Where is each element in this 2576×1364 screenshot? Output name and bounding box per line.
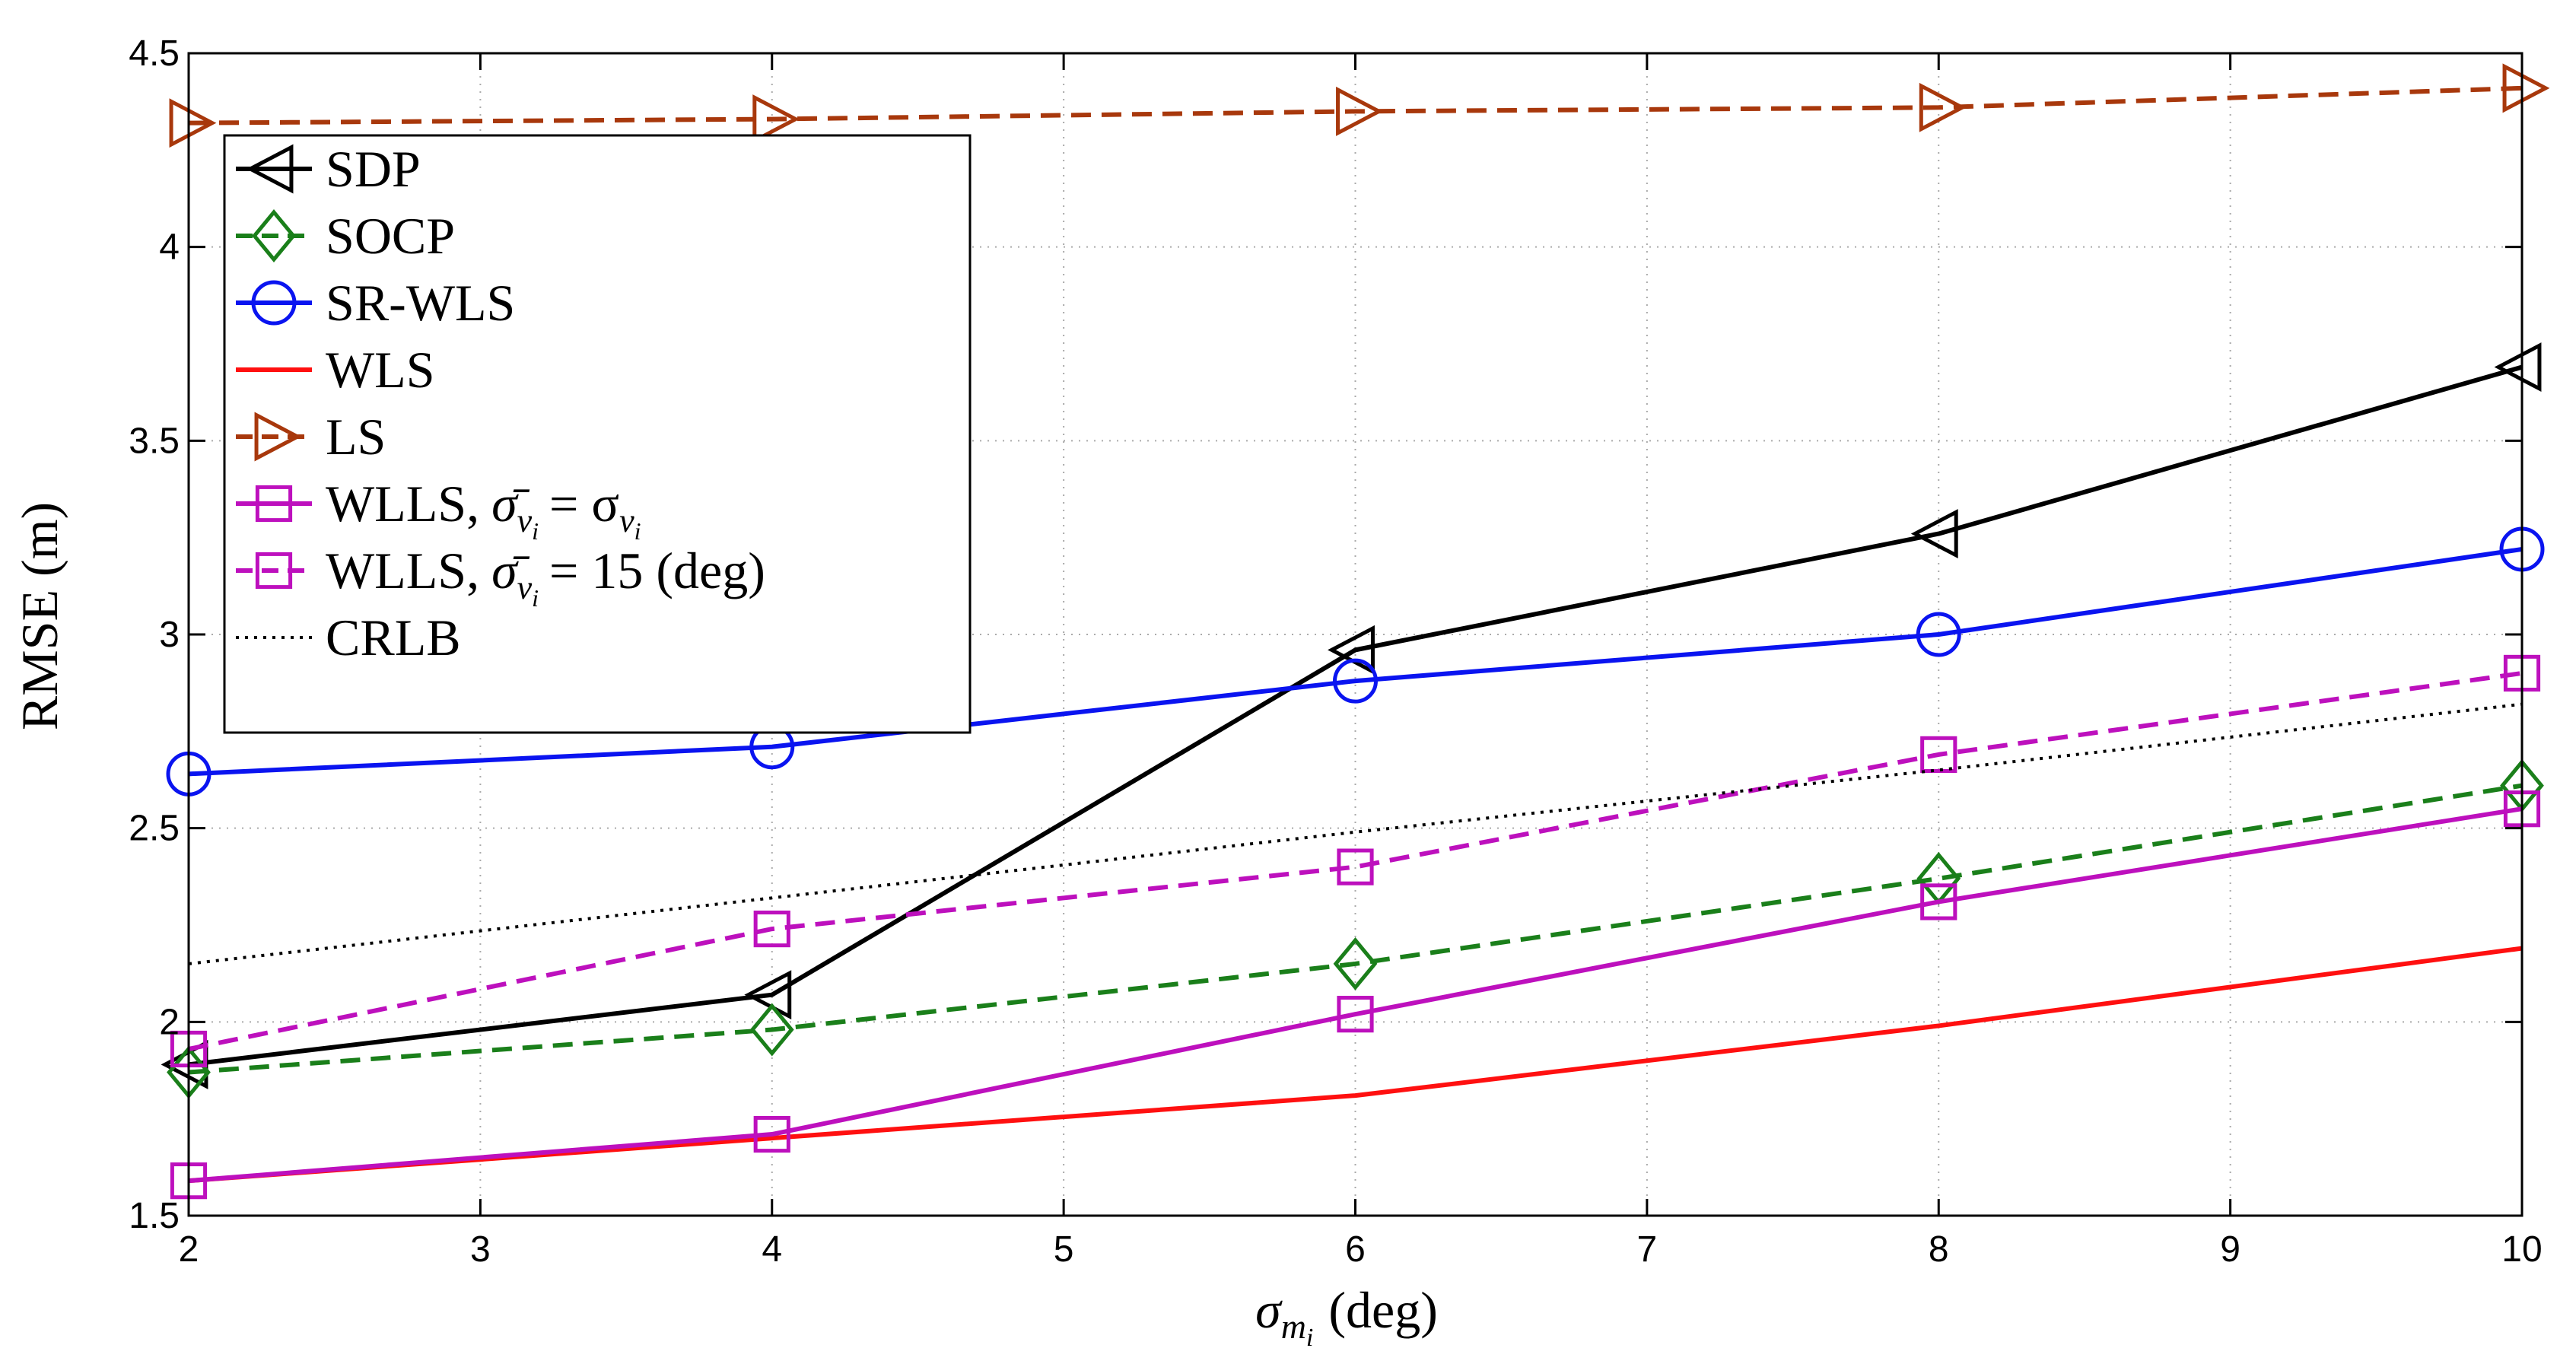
data-point-marker: [169, 98, 217, 148]
series-line: [188, 364, 2523, 1067]
x-axis-title: σmi (deg): [1255, 1281, 1438, 1352]
legend-item: LS: [236, 408, 386, 466]
x-axis-title-unit: (deg): [1328, 1281, 1437, 1339]
series-ls: [169, 63, 2550, 148]
y-axis-title: RMSE (m): [11, 502, 68, 730]
legend-label: LS: [326, 408, 386, 466]
legend-item: SR-WLS: [236, 274, 515, 332]
y-tick-label: 2: [159, 1002, 180, 1042]
y-tick-label: 3: [159, 615, 180, 655]
data-point-marker: [1920, 883, 1957, 920]
series-line: [188, 702, 2523, 965]
series-line: [188, 85, 2523, 126]
legend-box: [223, 134, 972, 734]
data-point-marker: [753, 1115, 790, 1153]
y-tick-label: 3.5: [129, 421, 180, 461]
data-point-marker: [2494, 342, 2542, 393]
series-wls: [188, 946, 2523, 1184]
x-tick-label: 10: [2501, 1229, 2542, 1270]
series-lines: [161, 63, 2550, 1200]
y-tick-label: 4.5: [129, 33, 180, 74]
x-tick-label: 2: [179, 1229, 199, 1270]
x-axis-title-subsubscript: i: [1306, 1324, 1313, 1352]
data-point-marker: [1910, 509, 1958, 559]
data-point-marker: [752, 94, 800, 145]
legend-label: WLS: [326, 341, 435, 399]
y-tick-label: 4: [159, 227, 180, 268]
x-tick-label: 7: [1637, 1229, 1658, 1270]
data-point-marker: [1916, 612, 1961, 657]
data-point-marker: [1920, 736, 1957, 773]
x-tick-label: 4: [762, 1229, 782, 1270]
data-point-marker: [1337, 848, 1374, 885]
legend-item: CRLB: [236, 609, 461, 666]
legend-label: SR-WLS: [326, 274, 515, 332]
data-point-marker: [1333, 658, 1378, 704]
series-crlb: [188, 702, 2523, 965]
legend-item: SOCP: [236, 207, 455, 265]
x-axis-title-symbol: σ: [1255, 1281, 1283, 1339]
legend-swatch-marker: [254, 412, 302, 462]
data-point-marker: [749, 1003, 794, 1057]
data-point-marker: [1333, 936, 1378, 990]
x-tick-label: 3: [470, 1229, 491, 1270]
legend-label: WLLS, σ̄vi = σvi: [326, 475, 641, 545]
axis-ticks: 2 3 4 5 6 7 8 9 101.522.533.544.5: [129, 33, 2542, 1270]
series-line: [188, 946, 2523, 1184]
data-point-marker: [1337, 996, 1374, 1033]
legend-item: WLS: [236, 341, 435, 399]
x-tick-label: 9: [2220, 1229, 2240, 1270]
series-line: [188, 546, 2523, 777]
series-line: [188, 783, 2523, 1075]
x-tick-label: 5: [1054, 1229, 1074, 1270]
data-point-marker: [2502, 63, 2550, 113]
data-point-marker: [744, 970, 792, 1020]
series-line: [188, 670, 2523, 1051]
x-axis-title-subscript: m: [1281, 1307, 1306, 1346]
legend-swatch-marker: [251, 280, 297, 326]
data-point-marker: [753, 910, 790, 948]
x-tick-label: 8: [1929, 1229, 1949, 1270]
y-tick-label: 2.5: [129, 809, 180, 849]
legend-swatch-marker: [255, 485, 293, 523]
legend-swatch-marker: [255, 552, 293, 590]
legend-label: SOCP: [326, 207, 455, 265]
y-tick-label: 1.5: [129, 1196, 180, 1236]
data-point-marker: [1336, 86, 1383, 136]
legend-label: SDP: [326, 140, 421, 198]
x-tick-label: 6: [1345, 1229, 1366, 1270]
legend-item: SDP: [236, 140, 421, 198]
legend-swatch-marker: [246, 144, 294, 194]
legend-item: WLLS, σ̄vi = σvi: [236, 475, 641, 545]
legend-label: CRLB: [326, 609, 461, 666]
legend-swatch-marker: [252, 209, 296, 262]
data-point-marker: [1919, 82, 1967, 132]
series-line: [188, 806, 2523, 1184]
